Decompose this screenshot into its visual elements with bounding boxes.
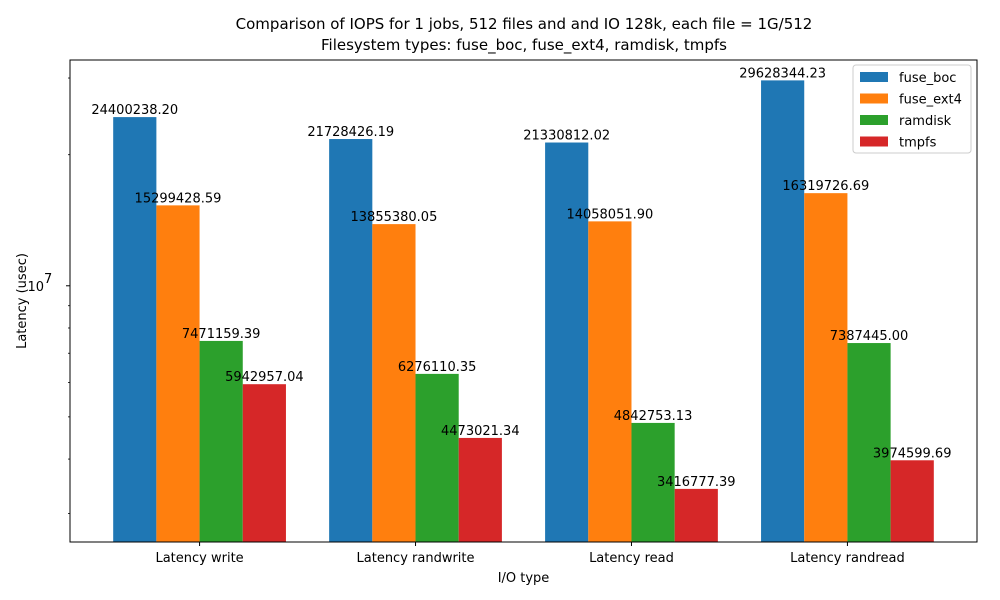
data-label-ramdisk-0: 7471159.39 bbox=[182, 327, 261, 342]
legend-label-fuse_boc: fuse_boc bbox=[899, 71, 956, 86]
bar-ramdisk-0 bbox=[199, 340, 243, 542]
legend-swatch-fuse_ext4 bbox=[860, 93, 888, 104]
data-label-fuse_ext4-3: 16319726.69 bbox=[782, 179, 869, 194]
data-labels-group: 24400238.20 15299428.59 7471159.39 5942957.… bbox=[91, 66, 951, 490]
data-label-fuse_ext4-0: 15299428.59 bbox=[135, 191, 222, 206]
legend-swatch-ramdisk bbox=[860, 115, 888, 125]
data-label-fuse_boc-3: 29628344.23 bbox=[739, 66, 826, 81]
bars-group bbox=[113, 80, 934, 542]
legend-swatch-fuse_boc bbox=[860, 72, 888, 82]
bar-fuse_boc-1 bbox=[329, 139, 373, 542]
bar-ramdisk-3 bbox=[847, 343, 891, 542]
bar-fuse_boc-0 bbox=[113, 117, 157, 542]
data-label-fuse_boc-0: 24400238.20 bbox=[91, 103, 178, 118]
bar-ramdisk-1 bbox=[415, 373, 459, 542]
data-label-fuse_ext4-1: 13855380.05 bbox=[351, 210, 438, 225]
legend-swatch-tmpfs bbox=[860, 136, 888, 147]
data-label-ramdisk-1: 6276110.35 bbox=[398, 360, 477, 375]
legend-label-ramdisk: ramdisk bbox=[899, 114, 952, 129]
plot-frame bbox=[69, 59, 978, 543]
data-label-fuse_boc-1: 21728426.19 bbox=[307, 125, 394, 140]
legend-label-fuse_ext4: fuse_ext4 bbox=[899, 93, 962, 108]
bar-tmpfs-0 bbox=[242, 384, 286, 542]
legend-frame bbox=[852, 64, 972, 154]
data-label-tmpfs-3: 3974599.69 bbox=[873, 446, 952, 461]
bar-tmpfs-2 bbox=[674, 488, 718, 542]
bar-fuse_ext4-2 bbox=[588, 221, 632, 542]
x-tick-label-2: Latency read bbox=[589, 551, 674, 566]
data-label-fuse_ext4-2: 14058051.90 bbox=[566, 207, 653, 222]
x-tick-label-1: Latency randwrite bbox=[357, 551, 475, 566]
x-axis-label: I/O type bbox=[498, 571, 550, 586]
data-label-ramdisk-3: 7387445.00 bbox=[830, 329, 909, 344]
bar-fuse_ext4-3 bbox=[804, 193, 848, 542]
x-axis-ticks: Latency write Latency randwrite Latency re… bbox=[155, 542, 905, 566]
bar-fuse_boc-2 bbox=[545, 142, 589, 542]
bar-tmpfs-3 bbox=[890, 460, 934, 542]
y-major-tick-exponent: 7 bbox=[44, 272, 52, 287]
x-tick-label-0: Latency write bbox=[155, 551, 243, 566]
chart-title-line1: Comparison of IOPS for 1 jobs, 512 files… bbox=[236, 15, 813, 33]
chart-title-line2: Filesystem types: fuse_boc, fuse_ext4, r… bbox=[321, 36, 727, 55]
y-major-tick-label: 10 bbox=[27, 280, 44, 295]
legend-label-tmpfs: tmpfs bbox=[899, 136, 937, 151]
bar-fuse_boc-3 bbox=[761, 80, 805, 542]
data-label-tmpfs-1: 4473021.34 bbox=[441, 424, 520, 439]
y-axis-label: Latency (usec) bbox=[15, 253, 30, 349]
data-label-tmpfs-2: 3416777.39 bbox=[657, 475, 736, 490]
bar-fuse_ext4-1 bbox=[372, 224, 416, 542]
data-label-fuse_boc-2: 21330812.02 bbox=[523, 129, 610, 144]
data-label-ramdisk-2: 4842753.13 bbox=[614, 409, 693, 424]
bar-tmpfs-1 bbox=[458, 437, 502, 542]
y-axis-ticks: 107 bbox=[27, 77, 70, 514]
x-tick-label-3: Latency randread bbox=[790, 551, 905, 566]
bar-ramdisk-2 bbox=[631, 422, 675, 542]
bar-fuse_ext4-0 bbox=[156, 205, 200, 542]
data-label-tmpfs-0: 5942957.04 bbox=[225, 370, 304, 385]
